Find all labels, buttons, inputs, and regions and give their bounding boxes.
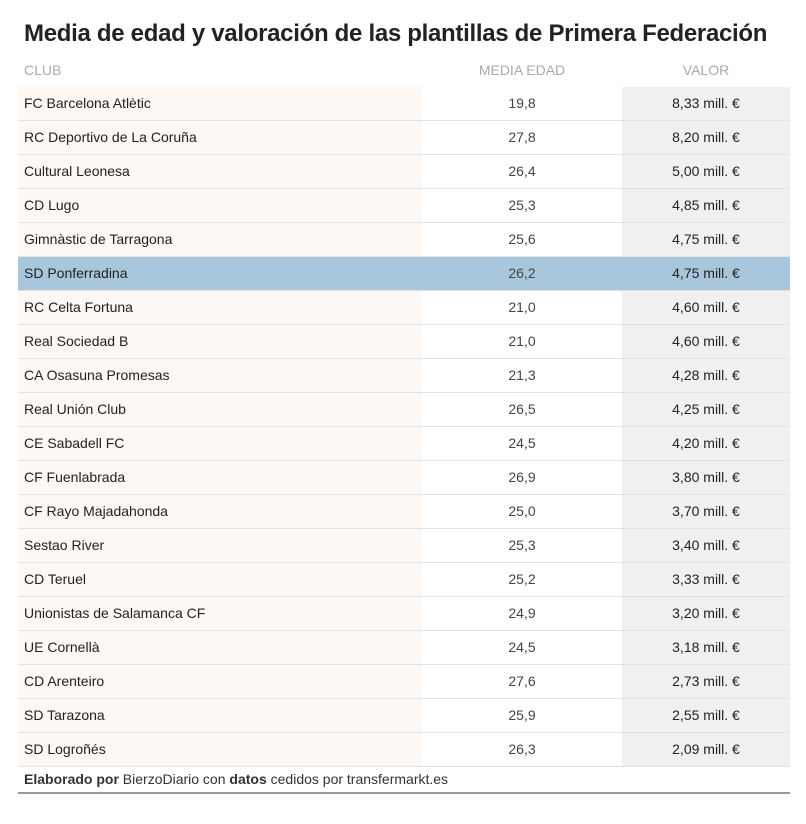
age-cell: 26,5: [422, 393, 622, 426]
value-cell: 8,33 mill. €: [622, 87, 790, 120]
age-cell: 26,4: [422, 155, 622, 188]
age-cell: 24,5: [422, 631, 622, 664]
club-cell: Gimnàstic de Tarragona: [18, 223, 422, 256]
table-body: FC Barcelona Atlètic 19,8 8,33 mill. € RC D…: [18, 87, 790, 767]
value-cell: 5,00 mill. €: [622, 155, 790, 188]
club-cell: CD Teruel: [18, 563, 422, 596]
value-cell: 2,55 mill. €: [622, 699, 790, 732]
table-row: Gimnàstic de Tarragona 25,6 4,75 mill. €: [18, 223, 790, 257]
value-cell: 3,20 mill. €: [622, 597, 790, 630]
age-cell: 24,9: [422, 597, 622, 630]
table-row: Cultural Leonesa 26,4 5,00 mill. €: [18, 155, 790, 189]
column-header: MEDIA EDAD: [478, 62, 566, 78]
table-row: CA Osasuna Promesas 21,3 4,28 mill. €: [18, 359, 790, 393]
table-row: FC Barcelona Atlètic 19,8 8,33 mill. €: [18, 87, 790, 121]
age-cell: 21,3: [422, 359, 622, 392]
table-row: CD Lugo 25,3 4,85 mill. €: [18, 189, 790, 223]
club-cell: Real Unión Club: [18, 393, 422, 426]
club-cell: SD Tarazona: [18, 699, 422, 732]
value-cell: 4,20 mill. €: [622, 427, 790, 460]
club-cell: CA Osasuna Promesas: [18, 359, 422, 392]
club-cell: UE Cornellà: [18, 631, 422, 664]
age-cell: 25,3: [422, 189, 622, 222]
value-cell: 3,80 mill. €: [622, 461, 790, 494]
club-cell: Real Sociedad B: [18, 325, 422, 358]
column-header: CLUB: [24, 62, 62, 78]
club-cell: RC Celta Fortuna: [18, 291, 422, 324]
table-row: Real Sociedad B 21,0 4,60 mill. €: [18, 325, 790, 359]
table-row: Unionistas de Salamanca CF 24,9 3,20 mill.…: [18, 597, 790, 631]
table-row: Real Unión Club 26,5 4,25 mill. €: [18, 393, 790, 427]
age-cell: 24,5: [422, 427, 622, 460]
table-row: SD Logroñés 26,3 2,09 mill. €: [18, 733, 790, 767]
value-cell: 4,75 mill. €: [622, 257, 790, 290]
age-cell: 25,2: [422, 563, 622, 596]
age-cell: 27,8: [422, 121, 622, 154]
club-cell: Cultural Leonesa: [18, 155, 422, 188]
table-row: CF Rayo Majadahonda 25,0 3,70 mill. €: [18, 495, 790, 529]
bottom-rule: [18, 792, 790, 794]
value-cell: 4,85 mill. €: [622, 189, 790, 222]
table-row: UE Cornellà 24,5 3,18 mill. €: [18, 631, 790, 665]
footer-text: BierzoDiario con: [122, 771, 226, 787]
age-cell: 21,0: [422, 325, 622, 358]
age-cell: 27,6: [422, 665, 622, 698]
club-cell: SD Logroñés: [18, 733, 422, 766]
club-cell: CD Lugo: [18, 189, 422, 222]
value-cell: 2,09 mill. €: [622, 733, 790, 766]
club-cell: CD Arenteiro: [18, 665, 422, 698]
age-cell: 25,9: [422, 699, 622, 732]
age-cell: 19,8: [422, 87, 622, 120]
table-row: SD Ponferradina 26,2 4,75 mill. €: [18, 257, 790, 291]
value-cell: 8,20 mill. €: [622, 121, 790, 154]
club-cell: FC Barcelona Atlètic: [18, 87, 422, 120]
value-cell: 4,60 mill. €: [622, 325, 790, 358]
table-row: CF Fuenlabrada 26,9 3,80 mill. €: [18, 461, 790, 495]
table-row: RC Celta Fortuna 21,0 4,60 mill. €: [18, 291, 790, 325]
value-cell: 3,33 mill. €: [622, 563, 790, 596]
table-row: SD Tarazona 25,9 2,55 mill. €: [18, 699, 790, 733]
age-cell: 26,2: [422, 257, 622, 290]
table-row: RC Deportivo de La Coruña 27,8 8,20 mill. …: [18, 121, 790, 155]
value-cell: 4,60 mill. €: [622, 291, 790, 324]
club-cell: RC Deportivo de La Coruña: [18, 121, 422, 154]
column-header: VALOR: [682, 62, 730, 78]
value-cell: 3,18 mill. €: [622, 631, 790, 664]
footer-bold: datos: [229, 771, 267, 787]
age-cell: 25,0: [422, 495, 622, 528]
club-cell: Unionistas de Salamanca CF: [18, 597, 422, 630]
club-cell: Sestao River: [18, 529, 422, 562]
value-cell: 4,28 mill. €: [622, 359, 790, 392]
value-cell: 4,75 mill. €: [622, 223, 790, 256]
age-cell: 26,3: [422, 733, 622, 766]
club-cell: CF Rayo Majadahonda: [18, 495, 422, 528]
table-row: CD Arenteiro 27,6 2,73 mill. €: [18, 665, 790, 699]
table-row: Sestao River 25,3 3,40 mill. €: [18, 529, 790, 563]
club-cell: CE Sabadell FC: [18, 427, 422, 460]
club-cell: CF Fuenlabrada: [18, 461, 422, 494]
table-row: CE Sabadell FC 24,5 4,20 mill. €: [18, 427, 790, 461]
value-cell: 4,25 mill. €: [622, 393, 790, 426]
age-cell: 25,6: [422, 223, 622, 256]
age-cell: 21,0: [422, 291, 622, 324]
value-cell: 3,70 mill. €: [622, 495, 790, 528]
footer-bold: Elaborado por: [24, 771, 119, 787]
table-row: CD Teruel 25,2 3,33 mill. €: [18, 563, 790, 597]
age-cell: 25,3: [422, 529, 622, 562]
value-cell: 3,40 mill. €: [622, 529, 790, 562]
footer-text: cedidos por transfermarkt.es: [270, 771, 449, 787]
footer: Elaborado por BierzoDiario con datos ced…: [24, 771, 448, 787]
age-cell: 26,9: [422, 461, 622, 494]
club-cell: SD Ponferradina: [18, 257, 422, 290]
value-cell: 2,73 mill. €: [622, 665, 790, 698]
title: Media de edad y valoración de las planti…: [24, 20, 768, 47]
